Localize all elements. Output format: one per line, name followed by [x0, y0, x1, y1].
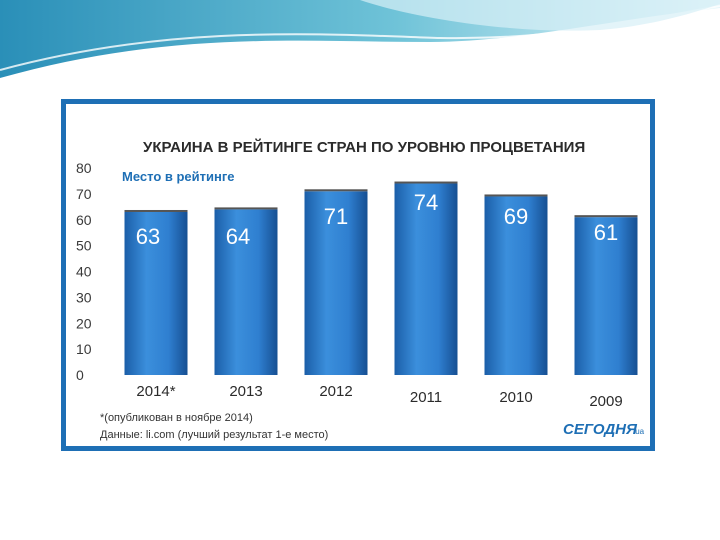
bar-value-label: 64: [226, 224, 250, 249]
bar-top-edge: [124, 209, 188, 212]
source-note: Данные: li.com (лучший результат 1-е мес…: [100, 429, 328, 441]
bar-value-label: 63: [136, 224, 160, 249]
brand-logo: СЕГОДНЯ .ua: [563, 421, 645, 438]
bar-top-edge: [574, 215, 638, 218]
x-tick-label: 2013: [229, 383, 262, 400]
bar-top-edge: [484, 194, 548, 197]
bar: [574, 217, 638, 375]
footnote: *(опубликован в ноябре 2014): [100, 412, 253, 424]
bar: [214, 209, 278, 375]
bar-value-label: 69: [504, 204, 528, 229]
x-tick-label: 2011: [410, 389, 442, 406]
header-wave-light: [360, 0, 720, 31]
bar-value-label: 61: [594, 220, 618, 245]
bar-top-edge: [394, 181, 458, 184]
y-tick-label: 80: [76, 160, 92, 176]
bar: [304, 191, 368, 375]
x-axis-labels: 2014* 2013 2012 2011 2010 2009: [136, 383, 622, 410]
brand-name: СЕГОДНЯ: [563, 421, 638, 438]
bar-top-edge: [214, 207, 278, 210]
y-tick-label: 60: [76, 212, 92, 228]
x-tick-label: 2012: [319, 383, 352, 400]
bar: [124, 211, 188, 375]
y-tick-label: 50: [76, 238, 92, 254]
x-tick-label: 2010: [499, 389, 532, 406]
bar-value-label: 74: [414, 190, 438, 215]
y-tick-label: 40: [76, 264, 92, 280]
x-tick-label: 2014*: [136, 383, 175, 400]
bar-value-label: 71: [324, 204, 348, 229]
chart-subtitle: Место в рейтинге: [122, 169, 235, 184]
y-tick-label: 0: [76, 367, 84, 383]
bar-top-edge: [304, 189, 368, 192]
bar: [394, 183, 458, 375]
bars-group: 63 64 71 74 69 61: [124, 181, 638, 375]
brand-suffix: .ua: [633, 427, 645, 436]
chart-frame: УКРАИНА В РЕЙТИНГЕ СТРАН ПО УРОВНЮ ПРОЦВ…: [61, 99, 655, 451]
y-axis-ticks: 0 10 20 30 40 50 60 70 80: [76, 160, 92, 383]
chart-title: УКРАИНА В РЕЙТИНГЕ СТРАН ПО УРОВНЮ ПРОЦВ…: [143, 138, 585, 156]
y-tick-label: 10: [76, 341, 92, 357]
chart-canvas: УКРАИНА В РЕЙТИНГЕ СТРАН ПО УРОВНЮ ПРОЦВ…: [76, 138, 645, 441]
y-tick-label: 70: [76, 186, 92, 202]
y-tick-label: 30: [76, 289, 92, 305]
y-tick-label: 20: [76, 315, 92, 331]
bar: [484, 196, 548, 375]
x-tick-label: 2009: [589, 393, 622, 410]
